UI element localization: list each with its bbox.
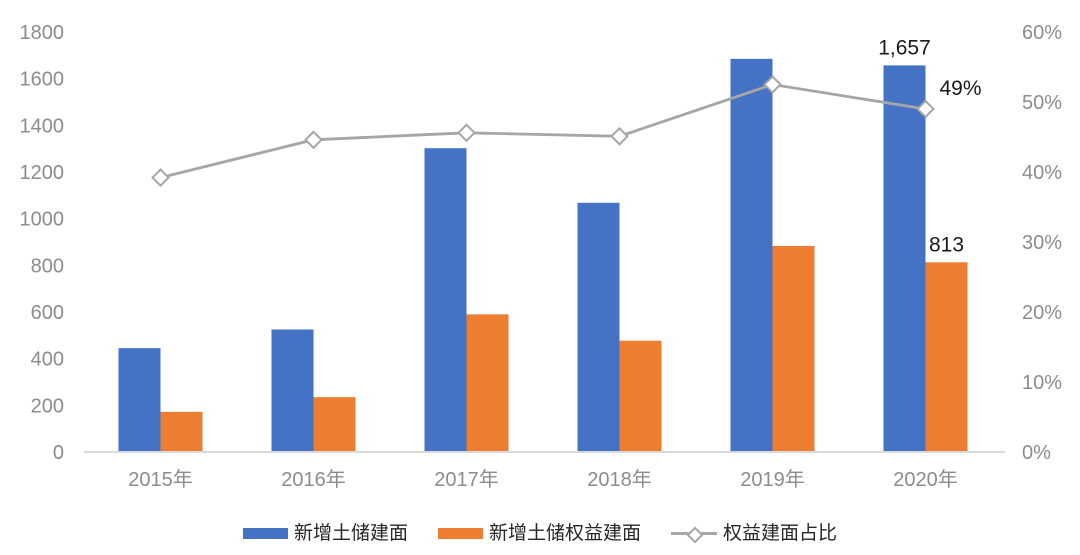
legend-item-equity-gfa-ratio: 权益建面占比 bbox=[671, 524, 837, 543]
left-axis-tick-label: 600 bbox=[31, 302, 64, 324]
bar-new-land-gfa-3 bbox=[424, 148, 467, 452]
data-label-equity-gfa-ratio: 49% bbox=[940, 77, 982, 100]
x-axis-category-label: 2018年 bbox=[587, 468, 652, 491]
diamond-marker-equity-gfa-ratio-2 bbox=[304, 130, 323, 150]
bar-new-land-equity-gfa-4 bbox=[619, 340, 662, 452]
diamond-marker-equity-gfa-ratio-6 bbox=[916, 99, 935, 119]
chart-plot-area: 0 200 400 600 800 1000 1200 1400 1600 1800 0% 10% 20… bbox=[20, 22, 1063, 491]
x-axis-category-label: 2015年 bbox=[128, 468, 193, 491]
bar-new-land-gfa-1 bbox=[118, 348, 161, 452]
right-axis-tick-label: 30% bbox=[1022, 232, 1062, 254]
legend-label-new-land-equity-gfa: 新增土储权益建面 bbox=[488, 522, 641, 544]
left-axis-tick-label: 200 bbox=[31, 395, 64, 417]
data-label-new-land-equity-gfa: 813 bbox=[929, 233, 964, 256]
left-axis-tick-label: 1800 bbox=[20, 22, 65, 44]
diamond-marker-equity-gfa-ratio-1 bbox=[151, 168, 170, 188]
left-axis-tick-label: 400 bbox=[31, 349, 64, 371]
right-axis-tick-label: 20% bbox=[1022, 302, 1062, 324]
bar-new-land-gfa-6 bbox=[883, 65, 926, 452]
diamond-marker-equity-gfa-ratio-5 bbox=[763, 75, 782, 94]
bar-new-land-gfa-2 bbox=[271, 329, 314, 452]
right-axis-tick-label: 60% bbox=[1022, 22, 1062, 44]
left-axis-tick-label: 1000 bbox=[20, 209, 65, 231]
right-axis-tick-label: 10% bbox=[1022, 372, 1062, 394]
left-axis-tick-label: 800 bbox=[31, 255, 64, 277]
legend-label-equity-gfa-ratio: 权益建面占比 bbox=[723, 522, 838, 544]
left-axis-tick-label: 1400 bbox=[20, 115, 65, 137]
bar-new-land-gfa-4 bbox=[577, 202, 620, 452]
x-axis-category-label: 2017年 bbox=[434, 468, 499, 491]
right-axis-tick-label: 50% bbox=[1022, 92, 1062, 114]
legend-diamond-icon bbox=[686, 526, 704, 543]
bar-new-land-gfa-5 bbox=[730, 58, 773, 452]
bar-new-land-equity-gfa-6 bbox=[925, 262, 968, 452]
left-axis-tick-label: 1200 bbox=[20, 162, 65, 184]
data-label-new-land-gfa: 1,657 bbox=[878, 36, 931, 59]
chart-legend: 新增土储建面 新增土储权益建面 权益建面占比 bbox=[0, 518, 1080, 548]
bar-new-land-equity-gfa-3 bbox=[466, 314, 509, 452]
line-equity-gfa-ratio bbox=[160, 83, 926, 179]
x-axis-category-label: 2019年 bbox=[740, 468, 805, 491]
diamond-marker-equity-gfa-ratio-4 bbox=[610, 126, 629, 146]
x-axis-category-label: 2020年 bbox=[893, 468, 958, 491]
right-axis-tick-label: 40% bbox=[1022, 162, 1062, 184]
left-axis-tick-label: 0 bbox=[53, 442, 64, 464]
left-axis-tick-label: 1600 bbox=[20, 69, 65, 91]
x-axis-category-label: 2016年 bbox=[281, 468, 346, 491]
diamond-marker-equity-gfa-ratio-3 bbox=[457, 123, 476, 143]
legend-label-new-land-gfa: 新增土储建面 bbox=[293, 522, 408, 544]
legend-item-new-land-equity-gfa: 新增土储权益建面 bbox=[437, 522, 641, 544]
right-axis-tick-label: 0% bbox=[1022, 442, 1051, 464]
bar-new-land-equity-gfa-2 bbox=[313, 397, 356, 452]
legend-swatch-new-land-equity-gfa bbox=[437, 527, 483, 539]
bar-new-land-equity-gfa-5 bbox=[772, 245, 815, 452]
bar-new-land-equity-gfa-1 bbox=[160, 411, 203, 452]
legend-swatch-equity-gfa-ratio bbox=[671, 526, 717, 543]
legend-item-new-land-gfa: 新增土储建面 bbox=[242, 522, 408, 544]
legend-swatch-new-land-gfa bbox=[242, 527, 288, 539]
